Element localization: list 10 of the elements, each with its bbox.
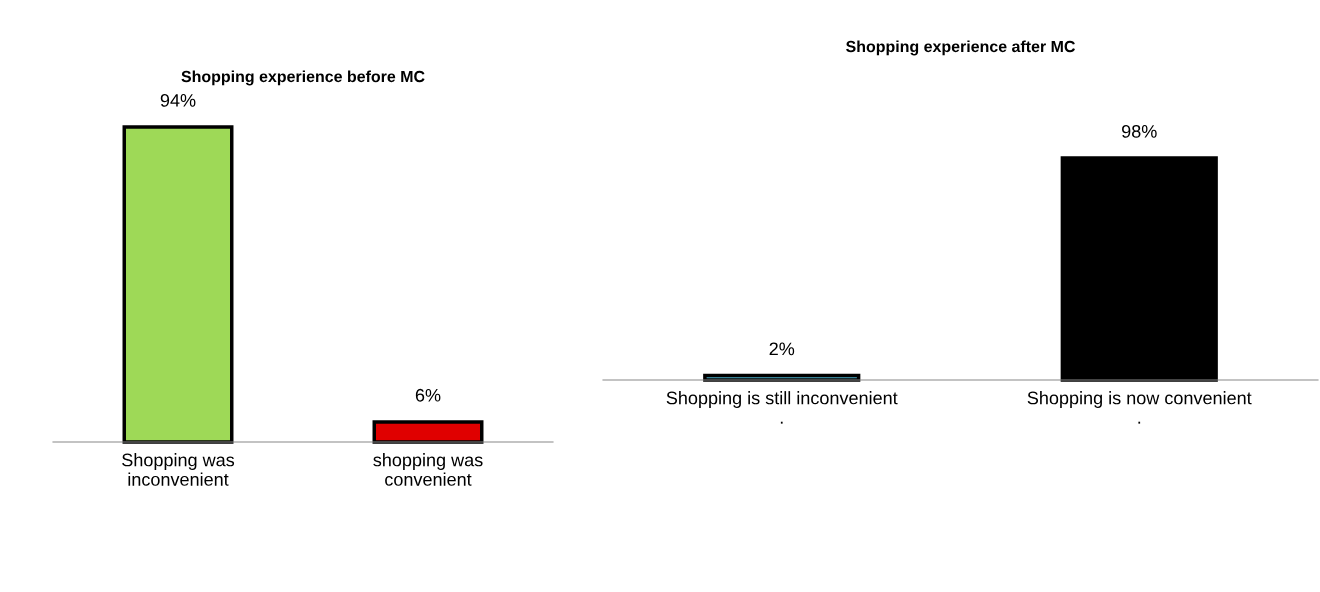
chart-title: Shopping experience before MC	[181, 70, 425, 86]
x-tick-label: shopping was convenient	[373, 453, 483, 486]
data-label: 6%	[415, 388, 441, 402]
data-label: 98%	[1122, 124, 1157, 138]
x-tick-label: Shopping is still inconvenient .	[666, 391, 898, 424]
x-tick-label: Shopping was inconvenient	[122, 453, 235, 486]
chart-title: Shopping experience after MC	[846, 40, 1075, 56]
data-label: 2%	[769, 342, 795, 356]
x-tick-label: Shopping is now convenient .	[1027, 391, 1252, 424]
data-label: 94%	[160, 93, 196, 107]
